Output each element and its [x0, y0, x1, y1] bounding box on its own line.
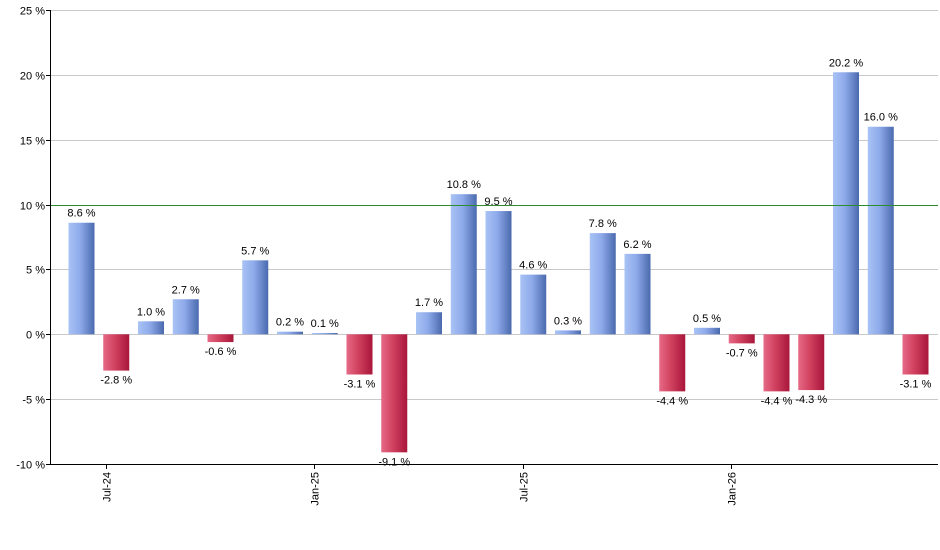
data-label: -3.1 %	[900, 378, 932, 390]
axes	[46, 10, 938, 469]
bar	[902, 334, 929, 375]
data-label: 5.7 %	[241, 245, 269, 257]
x-tick-label: Jan-26	[727, 472, 739, 506]
data-label: 8.6 %	[67, 208, 95, 220]
y-tick-label: 15 %	[20, 136, 45, 148]
data-label: 4.6 %	[519, 260, 547, 272]
bar	[68, 222, 95, 335]
data-label: -4.3 %	[795, 394, 827, 406]
y-tick-label: -5 %	[22, 395, 45, 407]
data-label: 20.2 %	[829, 57, 863, 69]
bar	[694, 327, 720, 335]
bar	[833, 72, 859, 335]
y-tick-label: -10 %	[16, 460, 45, 472]
x-tick-label: Jul-24	[102, 472, 114, 502]
labels: -10 % -5 % 0 % 5 % 10 % 15 % 20 % 25 % 8.6 % -2.8…	[16, 6, 931, 506]
x-tick-label: Jan-25	[310, 472, 322, 506]
bar	[450, 194, 477, 335]
bar	[763, 334, 790, 392]
bar	[555, 330, 581, 335]
bar	[381, 334, 408, 453]
data-label: 7.8 %	[589, 218, 617, 230]
data-label: -3.1 %	[344, 378, 376, 390]
data-label: 16.0 %	[864, 112, 898, 124]
data-label: 9.5 %	[484, 196, 512, 208]
bar	[207, 334, 234, 343]
data-label: 6.2 %	[623, 239, 651, 251]
bar	[138, 321, 164, 335]
bar	[277, 331, 303, 335]
data-label: -4.4 %	[656, 395, 688, 407]
bar	[242, 260, 269, 335]
bar	[103, 334, 130, 371]
bar	[520, 274, 547, 335]
data-label: -9.1 %	[378, 456, 410, 468]
data-label: -2.8 %	[100, 375, 132, 387]
bar	[728, 334, 755, 344]
data-label: -0.6 %	[205, 346, 237, 358]
bar	[172, 299, 199, 335]
data-label: 1.7 %	[415, 297, 443, 309]
data-label: -0.7 %	[726, 347, 758, 359]
data-label: 1.0 %	[137, 306, 165, 318]
bars	[68, 72, 929, 453]
y-tick-label: 25 %	[20, 6, 45, 18]
bar	[416, 312, 442, 335]
data-label: 10.8 %	[447, 179, 481, 191]
bar	[624, 253, 651, 335]
x-tick-label: Jul-25	[519, 472, 531, 502]
data-label: 0.5 %	[693, 313, 721, 325]
y-tick-label: 5 %	[26, 265, 45, 277]
data-label: 0.3 %	[554, 315, 582, 327]
data-label: 0.2 %	[276, 317, 304, 329]
y-tick-label: 10 %	[20, 201, 45, 213]
bar	[485, 211, 512, 335]
bar	[659, 334, 686, 392]
bar	[798, 334, 825, 391]
bar	[867, 126, 894, 335]
y-tick-label: 0 %	[26, 330, 45, 342]
y-tick-label: 20 %	[20, 71, 45, 83]
bar	[311, 332, 338, 335]
bar	[346, 334, 373, 375]
bar	[589, 233, 616, 335]
data-label: 2.7 %	[172, 284, 200, 296]
data-label: -4.4 %	[761, 395, 793, 407]
data-label: 0.1 %	[311, 318, 339, 330]
